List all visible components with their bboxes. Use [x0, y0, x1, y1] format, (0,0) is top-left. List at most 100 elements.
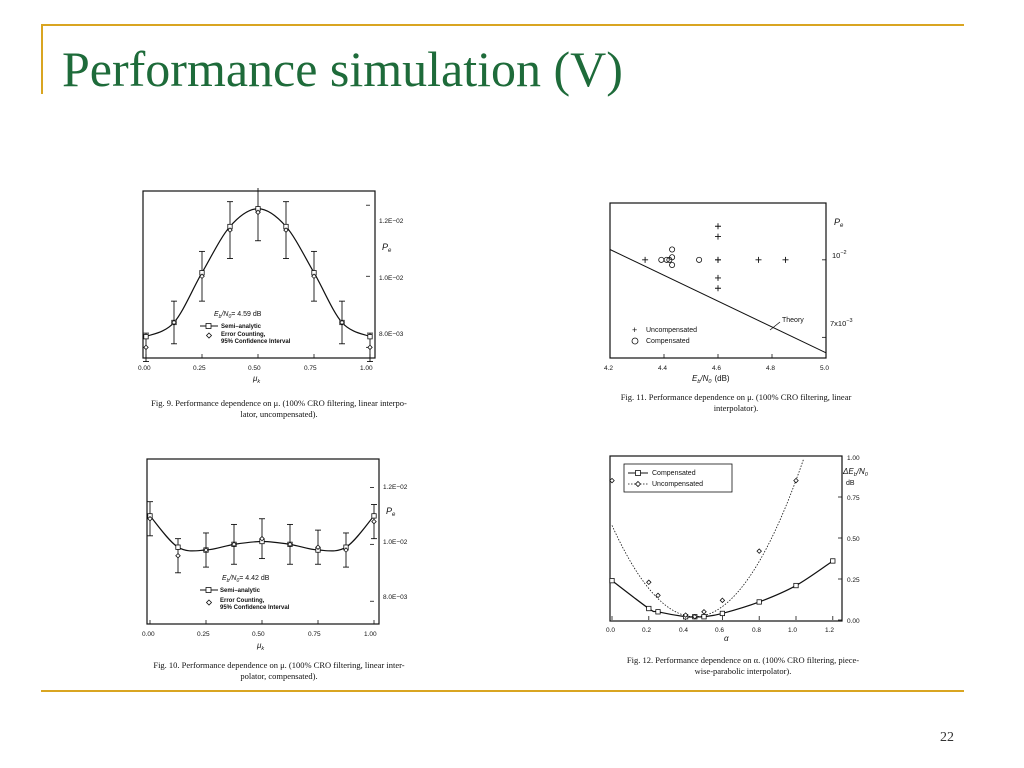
- fig10-xtick-label: 0.25: [197, 631, 210, 638]
- top-rule: [41, 24, 964, 26]
- fig10-figure: 1.2E−02 1.0E−02 8.0E−03 Pe 0.00 0.25 0.5…: [140, 456, 422, 656]
- fig11-ytick-label: 7x10−3: [830, 318, 853, 328]
- fig12-comp-point: [719, 610, 725, 617]
- fig10-err-point: [259, 535, 265, 542]
- square-marker-icon: [635, 470, 641, 476]
- fig12-unc-point: [719, 597, 726, 604]
- fig10-ylabel: Pe: [386, 506, 396, 518]
- fig10-err-point: [287, 541, 293, 548]
- fig12-ytick-label: 0.50: [847, 536, 860, 543]
- fig9-err-point: [283, 227, 289, 233]
- left-rule: [41, 24, 43, 94]
- fig10-xtick-label: 0.00: [142, 631, 155, 638]
- fig12-xtick-label: 1.0: [788, 627, 797, 634]
- fig12-comp-point: [655, 609, 661, 615]
- diamond-marker-icon: [205, 332, 213, 339]
- fig11-unc-point: [715, 233, 721, 240]
- fig12-comp-point: [793, 582, 799, 589]
- fig12-comp-point: [830, 558, 836, 564]
- fig10-frame: [146, 458, 380, 625]
- fig9-semi-point: [367, 334, 373, 340]
- fig11-comp-point: [669, 254, 676, 261]
- diamond-marker-icon: [634, 480, 642, 488]
- fig10-legend-err1: Error Counting,: [220, 598, 265, 604]
- fig12-ytick-label: 1.00: [847, 455, 860, 462]
- fig11-legend: + Uncompensated Compensated: [631, 325, 697, 345]
- fig10-legend-semi: Semi–analytic: [220, 588, 261, 594]
- fig12-comp-point: [609, 578, 615, 584]
- slide-title: Performance simulation (V): [62, 41, 623, 97]
- fig11-theory-label: Theory: [782, 317, 804, 324]
- square-marker-icon: [205, 323, 212, 329]
- fig11-comp-point: [669, 246, 676, 253]
- fig11-legend-comp: Compensated: [646, 338, 690, 345]
- fig12-unc-point: [692, 613, 698, 620]
- fig12-xtick-label: 0.6: [715, 627, 724, 634]
- fig10-err-point: [315, 544, 321, 550]
- fig9-legend-eb: Eb/N0= 4.59 dB: [214, 311, 262, 320]
- fig10-xtick-label: 0.75: [308, 631, 321, 638]
- fig9-caption-line1: Fig. 9. Performance dependence on μ. (10…: [151, 398, 407, 408]
- fig11-xtick-label: 4.6: [712, 365, 721, 372]
- bottom-rule: [41, 690, 964, 692]
- fig10-caption: Fig. 10. Performance dependence on μ. (1…: [118, 660, 440, 682]
- fig12-frame: [609, 455, 843, 622]
- fig12-unc-point: [646, 579, 652, 586]
- circle-marker-icon: [631, 337, 639, 345]
- fig11-comp-point: [663, 256, 670, 263]
- fig9-xtick-label: 0.25: [193, 365, 206, 372]
- fig10-ytick-label: 8.0E−03: [383, 594, 408, 601]
- fig11-unc-point: [782, 256, 789, 263]
- fig12-unc-point: [682, 612, 689, 618]
- fig10-chart: 1.2E−02 1.0E−02 8.0E−03 Pe 0.00 0.25 0.5…: [142, 458, 408, 652]
- fig9-ytick-label: 1.0E−02: [379, 275, 404, 282]
- fig12-xtick-label: 1.2: [825, 627, 834, 634]
- fig9-legend-err1: Error Counting,: [221, 332, 266, 338]
- fig10-caption-line1: Fig. 10. Performance dependence on μ. (1…: [153, 660, 405, 670]
- fig9-err-point: [143, 344, 149, 351]
- fig9-xtick-label: 0.00: [138, 365, 151, 372]
- page-number: 22: [940, 730, 954, 745]
- square-marker-icon: [205, 587, 212, 593]
- fig12-legend: Compensated Uncompensated: [623, 463, 733, 493]
- fig9-legend-err2: 95% Confidence Interval: [221, 339, 291, 345]
- fig9-err-point: [255, 209, 261, 216]
- fig11-chart: Pe 10−2 7x10−3 4.2 4.4 4.6 4.8 5.0 Eb/N0…: [604, 202, 853, 385]
- fig12-xtick-label: 0.4: [679, 627, 688, 634]
- fig11-xtick-label: 4.2: [604, 365, 613, 372]
- fig12-xtick-label: 0.0: [606, 627, 615, 634]
- fig12-comp-point: [701, 614, 707, 620]
- fig9-xlabel: μk: [252, 374, 260, 385]
- fig11-ytick-label: 10−2: [832, 250, 847, 260]
- fig12-unc-point: [793, 477, 799, 484]
- fig10-legend: Eb/N0= 4.42 dB Semi–analytic Error Count…: [200, 575, 290, 611]
- fig9-xtick-label: 1.00: [360, 365, 373, 372]
- fig11-caption-line2: interpolator).: [713, 403, 759, 413]
- fig9-frame: [142, 190, 376, 359]
- fig12-caption: Fig. 12. Performance dependence on α. (1…: [586, 655, 900, 677]
- fig10-xlabel: μk: [256, 641, 264, 652]
- fig9-err-point: [311, 273, 317, 280]
- fig11-xlabel: Eb/N0 (dB): [692, 374, 730, 385]
- fig9-err-point: [171, 319, 177, 326]
- fig12-legend-box: [623, 463, 733, 493]
- fig12-legend-comp: Compensated: [652, 470, 696, 477]
- fig9-ytick-label: 8.0E−03: [379, 331, 404, 338]
- fig11-legend-unc: Uncompensated: [646, 327, 697, 334]
- fig12-caption-line1: Fig. 12. Performance dependence on α. (1…: [626, 655, 860, 665]
- fig9-err-point: [367, 344, 373, 351]
- fig11-caption-line1: Fig. 11. Performance dependence on μ. (1…: [620, 392, 852, 402]
- fig12-comp-point: [756, 599, 762, 605]
- fig11-unc-point: [642, 256, 649, 263]
- fig11-caption: Fig. 11. Performance dependence on μ. (1…: [586, 392, 886, 414]
- fig10-err-point: [175, 552, 181, 559]
- plus-marker-icon: +: [632, 325, 637, 335]
- fig12-ytick-label: 0.75: [847, 495, 860, 502]
- fig12-xtick-label: 0.2: [642, 627, 651, 634]
- fig9-legend-semi: Semi–analytic: [221, 324, 262, 330]
- fig12-ytick-label: 0.25: [847, 577, 860, 584]
- fig12-comp-point: [646, 605, 652, 612]
- fig12-ylabel: ΔEb/N0: [842, 467, 869, 478]
- fig12-unc-point: [701, 609, 707, 615]
- fig11-unc-point: [715, 285, 721, 292]
